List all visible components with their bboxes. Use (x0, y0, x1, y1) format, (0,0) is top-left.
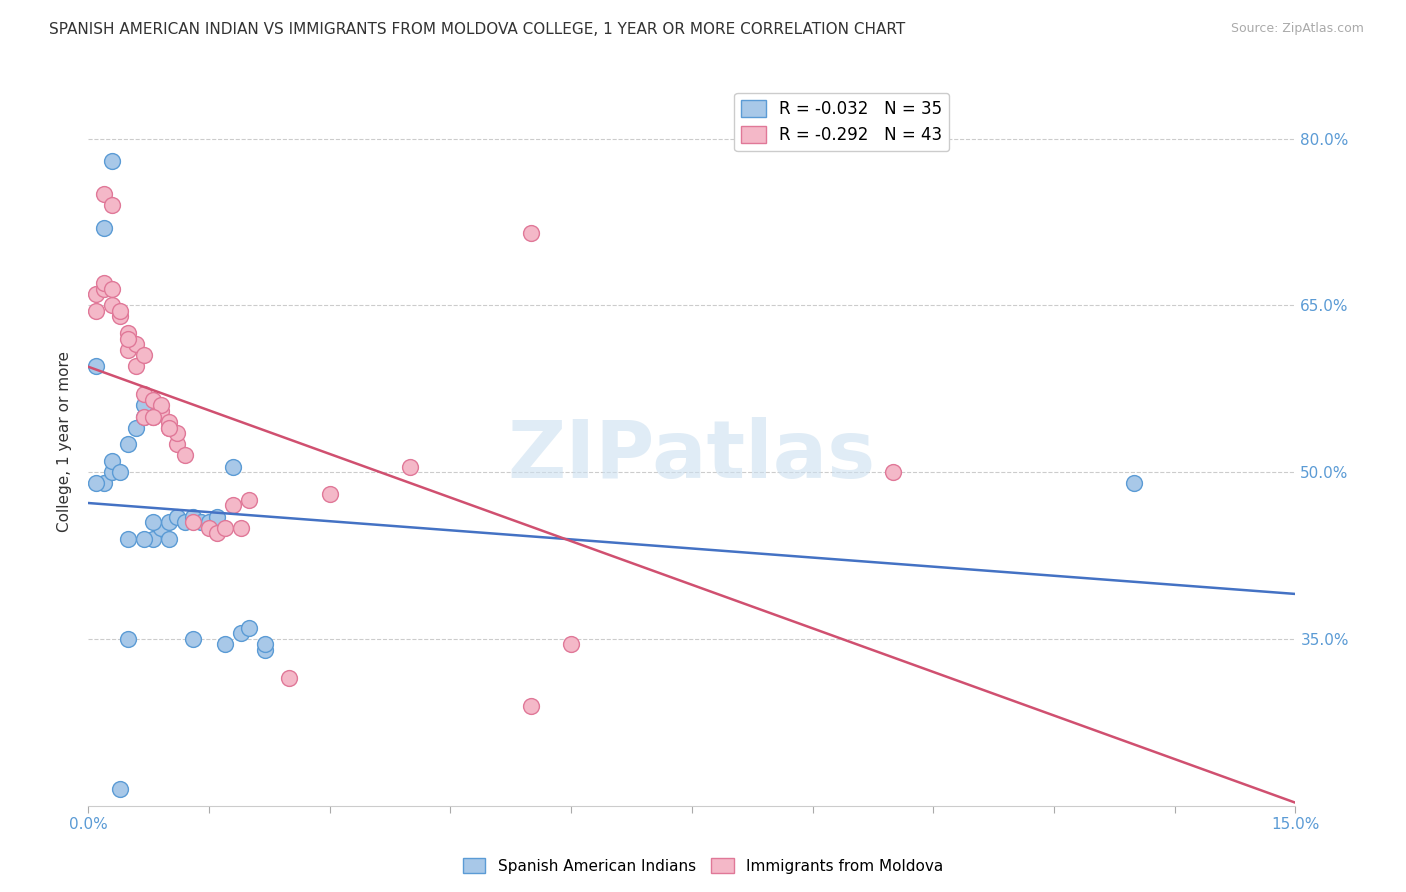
Point (134, 348, 156, 362)
Point (157, 420, 180, 434)
Point (110, 465, 132, 479)
Point (134, 532, 156, 546)
Legend: Spanish American Indians, Immigrants from Moldova: Spanish American Indians, Immigrants fro… (457, 852, 949, 880)
Point (166, 509, 188, 524)
Point (101, 465, 124, 479)
Point (93, 282, 115, 296)
Point (1123, 476, 1146, 491)
Point (101, 282, 124, 296)
Point (101, 153, 124, 168)
Point (181, 509, 204, 524)
Point (166, 437, 188, 451)
Point (117, 326, 139, 340)
Point (149, 398, 172, 412)
Point (117, 532, 139, 546)
Point (84, 359, 107, 374)
Point (110, 310, 132, 324)
Point (125, 359, 148, 374)
Point (205, 526, 228, 541)
Point (198, 521, 221, 535)
Point (149, 404, 172, 418)
Point (141, 515, 163, 529)
Point (84, 304, 107, 318)
Point (214, 521, 236, 535)
Point (198, 515, 221, 529)
Point (190, 515, 212, 529)
Point (117, 343, 139, 357)
Point (157, 515, 180, 529)
Point (399, 459, 422, 474)
Point (125, 420, 148, 434)
Point (238, 492, 260, 507)
Point (84, 287, 107, 301)
Point (117, 437, 139, 451)
Point (141, 532, 163, 546)
Point (110, 781, 132, 796)
Point (882, 465, 904, 479)
Point (93, 276, 115, 290)
Point (205, 509, 228, 524)
Point (101, 198, 124, 212)
Point (181, 515, 204, 529)
Point (222, 499, 245, 513)
Point (520, 226, 543, 240)
Point (141, 392, 163, 407)
Point (134, 387, 156, 401)
Point (93, 220, 115, 235)
Point (173, 449, 195, 463)
Point (238, 621, 260, 635)
Point (214, 637, 236, 651)
Point (229, 521, 252, 535)
Text: Source: ZipAtlas.com: Source: ZipAtlas.com (1230, 22, 1364, 36)
Point (173, 515, 195, 529)
Point (84, 476, 107, 491)
Point (520, 698, 543, 713)
Point (254, 637, 277, 651)
Point (278, 671, 301, 685)
Point (157, 532, 180, 546)
Point (134, 398, 156, 412)
Text: ZIPatlas: ZIPatlas (508, 417, 876, 495)
Point (222, 459, 245, 474)
Point (101, 298, 124, 312)
Point (93, 476, 115, 491)
Point (101, 454, 124, 468)
Text: SPANISH AMERICAN INDIAN VS IMMIGRANTS FROM MOLDOVA COLLEGE, 1 YEAR OR MORE CORRE: SPANISH AMERICAN INDIAN VS IMMIGRANTS FR… (49, 22, 905, 37)
Point (110, 304, 132, 318)
Point (254, 643, 277, 657)
Point (141, 409, 163, 424)
Point (149, 521, 172, 535)
Point (229, 626, 252, 640)
Point (157, 420, 180, 434)
Legend: R = -0.032   N = 35, R = -0.292   N = 43: R = -0.032 N = 35, R = -0.292 N = 43 (734, 93, 949, 151)
Point (134, 409, 156, 424)
Point (117, 632, 139, 646)
Point (93, 187, 115, 202)
Point (134, 409, 156, 424)
Y-axis label: College, 1 year or more: College, 1 year or more (58, 351, 72, 532)
Point (166, 426, 188, 441)
Point (181, 632, 204, 646)
Point (141, 409, 163, 424)
Point (318, 487, 340, 501)
Point (157, 415, 180, 429)
Point (125, 337, 148, 351)
Point (560, 637, 582, 651)
Point (117, 332, 139, 346)
